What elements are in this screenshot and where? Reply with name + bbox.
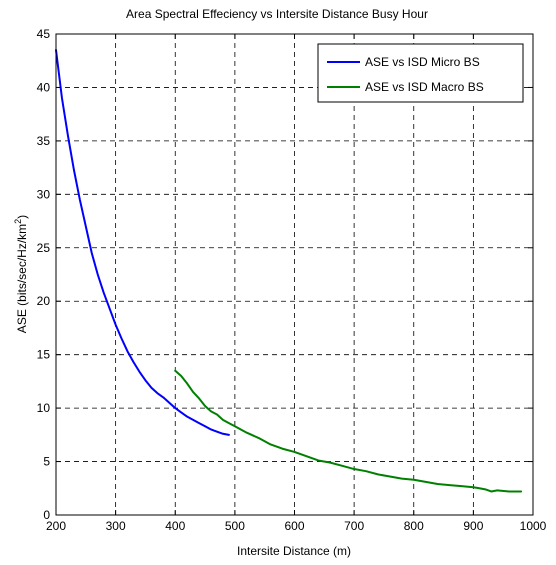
x-tick-labels: 200 300 400 500 600 700 800 900 1000: [46, 519, 547, 533]
y-tick-label: 5: [43, 455, 50, 469]
tick-layer: [55, 33, 534, 516]
y-tick-label: 40: [37, 80, 51, 94]
series-layer: [55, 49, 523, 493]
y-tick-label: 30: [37, 187, 51, 201]
legend-box: [317, 43, 524, 103]
y-axis-title-superscript: 2: [13, 219, 23, 224]
x-tick-label: 300: [106, 519, 126, 533]
legend: ASE vs ISD Micro BS ASE vs ISD Macro BS: [317, 43, 524, 103]
chart-title: Area Spectral Effeciency vs Intersite Di…: [126, 7, 428, 21]
y-axis-title-main: ASE (bits/sec/Hz/km: [15, 224, 29, 333]
y-tick-label: 10: [37, 401, 51, 415]
y-tick-label: 15: [37, 348, 51, 362]
y-tick-label: 20: [37, 294, 51, 308]
y-tick-label: 25: [37, 241, 51, 255]
y-tick-label: 45: [37, 27, 51, 41]
x-tick-label: 900: [463, 519, 483, 533]
x-tick-label: 700: [344, 519, 364, 533]
x-tick-label: 800: [404, 519, 424, 533]
x-tick-label: 500: [225, 519, 245, 533]
x-tick-label: 200: [46, 519, 66, 533]
y-tick-label: 0: [43, 508, 50, 522]
x-tick-label: 1000: [520, 519, 547, 533]
y-tick-label: 35: [37, 134, 51, 148]
legend-label-micro: ASE vs ISD Micro BS: [365, 55, 480, 69]
series-line-macro: [174, 369, 523, 493]
series-line-micro: [55, 49, 230, 436]
x-tick-label: 400: [165, 519, 185, 533]
x-tick-label: 600: [284, 519, 304, 533]
y-axis-title-close: ): [15, 215, 29, 219]
x-axis-title: Intersite Distance (m): [237, 544, 351, 558]
legend-label-macro: ASE vs ISD Macro BS: [365, 80, 484, 94]
y-axis-title: ASE (bits/sec/Hz/km2): [13, 215, 29, 333]
y-tick-labels: 0 5 10 15 20 25 30 35 40 45: [37, 27, 51, 522]
